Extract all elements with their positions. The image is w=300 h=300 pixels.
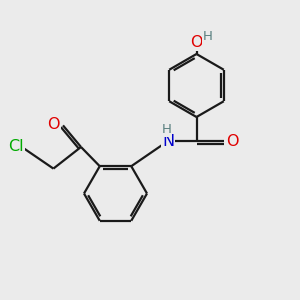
- Text: Cl: Cl: [8, 139, 23, 154]
- Text: O: O: [47, 117, 60, 132]
- Text: O: O: [190, 35, 203, 50]
- Text: H: H: [203, 29, 213, 43]
- Text: H: H: [162, 123, 171, 136]
- Text: N: N: [162, 134, 174, 148]
- Text: O: O: [226, 134, 239, 148]
